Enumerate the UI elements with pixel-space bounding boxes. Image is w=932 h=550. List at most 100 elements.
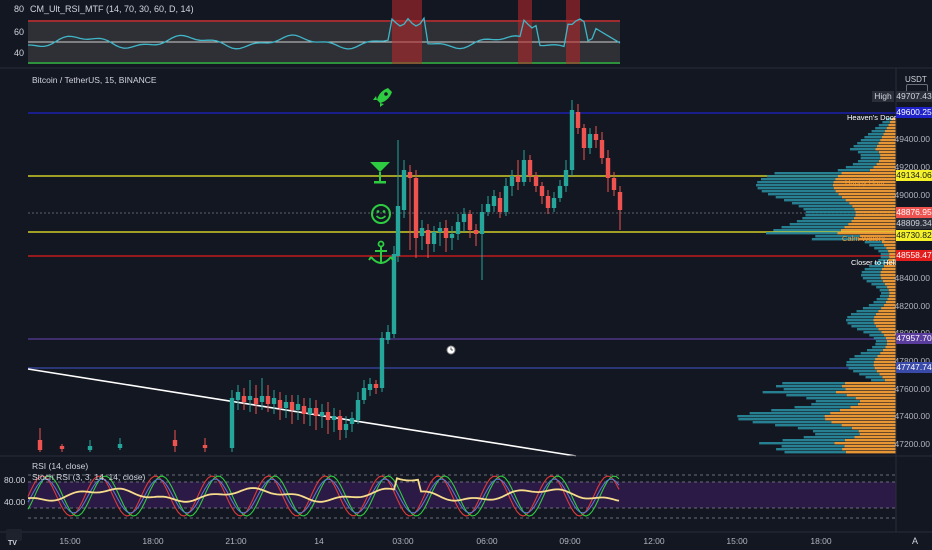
volume-bar-teal [757, 181, 834, 184]
volume-bar-teal [857, 328, 879, 331]
volume-bar-teal [860, 139, 881, 142]
volume-bar-teal [864, 268, 882, 271]
volume-bar-orange [848, 223, 896, 226]
volume-bar-teal [850, 148, 876, 151]
volume-bar-teal [794, 406, 851, 409]
candlesticks [37, 100, 623, 452]
volume-bar-teal [874, 262, 887, 265]
volume-bar-orange [878, 151, 896, 154]
volume-bar-orange [830, 412, 896, 415]
volume-bar-orange [859, 433, 896, 436]
volume-bar-orange [882, 376, 896, 379]
time-tick: 15:00 [59, 536, 81, 546]
volume-bar-orange [845, 388, 896, 391]
volume-bar-teal [872, 346, 886, 349]
candle-body [575, 112, 581, 128]
volume-bar-orange [854, 208, 896, 211]
symbol-title[interactable]: Bitcoin / TetherUS, 15, BINANCE [32, 75, 157, 85]
volume-bar-teal [859, 373, 880, 376]
currency-label: USDT [905, 75, 927, 84]
mtf-rsi-level-60: 60 [14, 27, 25, 37]
candle-body [379, 338, 385, 388]
time-tick: 14 [314, 536, 324, 546]
volume-bar-orange [854, 436, 896, 439]
rsi-title[interactable]: RSI (14, close) [32, 461, 89, 471]
volume-bar-teal [860, 154, 881, 157]
volume-bar-teal [773, 229, 841, 232]
volume-bar-orange [855, 211, 896, 214]
candle-body [479, 212, 485, 234]
volume-bar-orange [880, 154, 896, 157]
volume-bar-teal [853, 145, 877, 148]
volume-bar-orange [875, 313, 896, 316]
volume-bar-teal [863, 331, 882, 334]
levels [28, 112, 896, 369]
volume-bar-teal [849, 358, 876, 361]
volume-bar-orange [886, 127, 896, 130]
volume-bar-orange [880, 271, 896, 274]
volume-bar-orange [880, 274, 896, 277]
volume-bar-orange [882, 349, 896, 352]
volume-bar-teal [774, 172, 842, 175]
candle-body [437, 228, 443, 232]
candle-body [343, 424, 349, 430]
candle-body [87, 446, 93, 450]
volume-bar-orange [836, 391, 896, 394]
volume-bar-orange [889, 256, 896, 259]
mtf-highlight-3 [566, 0, 580, 64]
candle-body [241, 396, 247, 402]
volume-bar-teal [879, 295, 889, 298]
volume-bar-orange [879, 373, 896, 376]
volume-bar-teal [749, 412, 831, 415]
volume-bar-orange [846, 394, 896, 397]
volume-bar-orange [851, 427, 896, 430]
heaven-door-label: Heaven's Door [847, 113, 897, 122]
candle-body [253, 398, 259, 404]
volume-bar-orange [842, 385, 896, 388]
candle-body [259, 396, 265, 402]
closer-to-hell-label: Closer to Hell [851, 258, 897, 267]
volume-bar-orange [841, 172, 896, 175]
candle-body [265, 396, 271, 404]
volume-bar-orange [886, 340, 896, 343]
volume-bar-teal [856, 310, 879, 313]
candle-body [202, 445, 208, 448]
volume-bar-teal [873, 337, 886, 340]
candle-body [419, 228, 425, 236]
candle-body [385, 332, 391, 340]
candle-body [373, 384, 379, 388]
volume-bar-orange [886, 343, 896, 346]
volume-bar-teal [861, 271, 881, 274]
volume-bar-orange [888, 250, 896, 253]
volume-bar-orange [880, 157, 896, 160]
candle-body [37, 440, 43, 450]
mtf-rsi-level-40: 40 [14, 48, 25, 58]
price-tick: 49200.00 [894, 162, 930, 172]
volume-bar-teal [865, 376, 883, 379]
time-tick: 21:00 [225, 536, 247, 546]
volume-bar-orange [833, 181, 896, 184]
volume-bar-teal [781, 445, 845, 448]
mtf-rsi-title[interactable]: CM_Ult_RSI_MTF (14, 70, 30, 60, D, 14) [30, 4, 194, 14]
volume-bar-teal [850, 313, 876, 316]
candle-body [527, 160, 533, 176]
volume-bar-teal [846, 364, 874, 367]
time-tick: 09:00 [559, 536, 581, 546]
volume-bar-teal [846, 319, 874, 322]
volume-bar-orange [889, 253, 896, 256]
volume-bar-teal [752, 421, 832, 424]
volume-bar-teal [873, 301, 886, 304]
auto-scale-button[interactable]: A [912, 536, 919, 546]
rsi-line [27, 477, 620, 503]
candle-body [467, 214, 473, 230]
volume-bar-orange [849, 202, 896, 205]
candle-body [349, 418, 355, 424]
stoch-title[interactable]: Stoch RSI (3, 3, 14, 14, close) [32, 472, 146, 482]
volume-bar-orange [878, 310, 896, 313]
volume-bar-teal [857, 151, 879, 154]
volume-bar-teal [857, 142, 879, 145]
volume-bar-orange [833, 184, 896, 187]
candle-body [593, 134, 599, 140]
martini-icon [370, 162, 390, 184]
